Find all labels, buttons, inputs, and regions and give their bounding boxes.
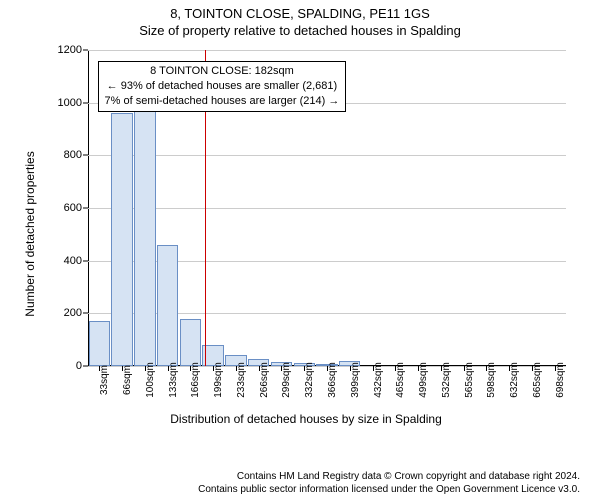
x-tick-label: 366sqm (327, 362, 338, 398)
x-tick-label: 698sqm (555, 362, 566, 398)
footer-attribution: Contains HM Land Registry data © Crown c… (198, 471, 580, 496)
y-tick-label: 1200 (58, 44, 82, 56)
y-tick-label: 800 (64, 149, 82, 161)
footer-line-2: Contains public sector information licen… (198, 484, 580, 497)
y-tick-label: 400 (64, 255, 82, 267)
histogram-bar (89, 321, 110, 366)
y-tick-label: 1000 (58, 97, 82, 109)
x-tick-label: 100sqm (145, 362, 156, 398)
x-tick-label: 565sqm (464, 362, 475, 398)
plot-area: 02004006008001000120033sqm66sqm100sqm133… (88, 50, 566, 366)
y-tick-mark (83, 208, 88, 209)
annotation-line-1: 8 TOINTON CLOSE: 182sqm (105, 64, 340, 79)
y-tick-label: 600 (64, 202, 82, 214)
x-tick-label: 532sqm (441, 362, 452, 398)
y-tick-mark (83, 313, 88, 314)
x-tick-label: 632sqm (509, 362, 520, 398)
histogram-bar (134, 111, 155, 366)
x-tick-label: 266sqm (259, 362, 270, 398)
y-tick-mark (83, 260, 88, 261)
x-tick-label: 299sqm (281, 362, 292, 398)
x-tick-label: 432sqm (373, 362, 384, 398)
x-tick-label: 598sqm (486, 362, 497, 398)
x-tick-label: 499sqm (418, 362, 429, 398)
footer-line-1: Contains HM Land Registry data © Crown c… (198, 471, 580, 484)
x-tick-label: 332sqm (304, 362, 315, 398)
y-tick-label: 200 (64, 307, 82, 319)
x-tick-label: 33sqm (99, 365, 110, 395)
annotation-line-3: 7% of semi-detached houses are larger (2… (105, 94, 340, 109)
title-address: 8, TOINTON CLOSE, SPALDING, PE11 1GS (0, 6, 600, 23)
y-tick-mark (83, 155, 88, 156)
grid-line (88, 155, 566, 156)
grid-line (88, 50, 566, 51)
histogram-bar (157, 245, 178, 366)
x-tick-label: 133sqm (168, 362, 179, 398)
x-tick-label: 66sqm (122, 365, 133, 395)
x-tick-label: 199sqm (213, 362, 224, 398)
x-axis-label: Distribution of detached houses by size … (170, 412, 442, 426)
x-tick-label: 665sqm (532, 362, 543, 398)
title-block: 8, TOINTON CLOSE, SPALDING, PE11 1GS Siz… (0, 0, 600, 40)
grid-line (88, 208, 566, 209)
y-tick-label: 0 (76, 360, 82, 372)
y-tick-mark (83, 366, 88, 367)
x-tick-label: 465sqm (395, 362, 406, 398)
x-tick-label: 166sqm (190, 362, 201, 398)
chart-container: 8, TOINTON CLOSE, SPALDING, PE11 1GS Siz… (0, 0, 600, 500)
y-axis-label: Number of detached properties (23, 151, 37, 316)
annotation-box: 8 TOINTON CLOSE: 182sqm← 93% of detached… (98, 61, 347, 112)
histogram-bar (111, 113, 132, 366)
x-tick-label: 233sqm (236, 362, 247, 398)
chart-wrap: Number of detached properties 0200400600… (36, 44, 576, 424)
y-tick-mark (83, 50, 88, 51)
title-subtitle: Size of property relative to detached ho… (0, 23, 600, 40)
histogram-bar (180, 319, 201, 366)
y-tick-mark (83, 102, 88, 103)
x-tick-label: 399sqm (350, 362, 361, 398)
annotation-line-2: ← 93% of detached houses are smaller (2,… (105, 79, 340, 94)
